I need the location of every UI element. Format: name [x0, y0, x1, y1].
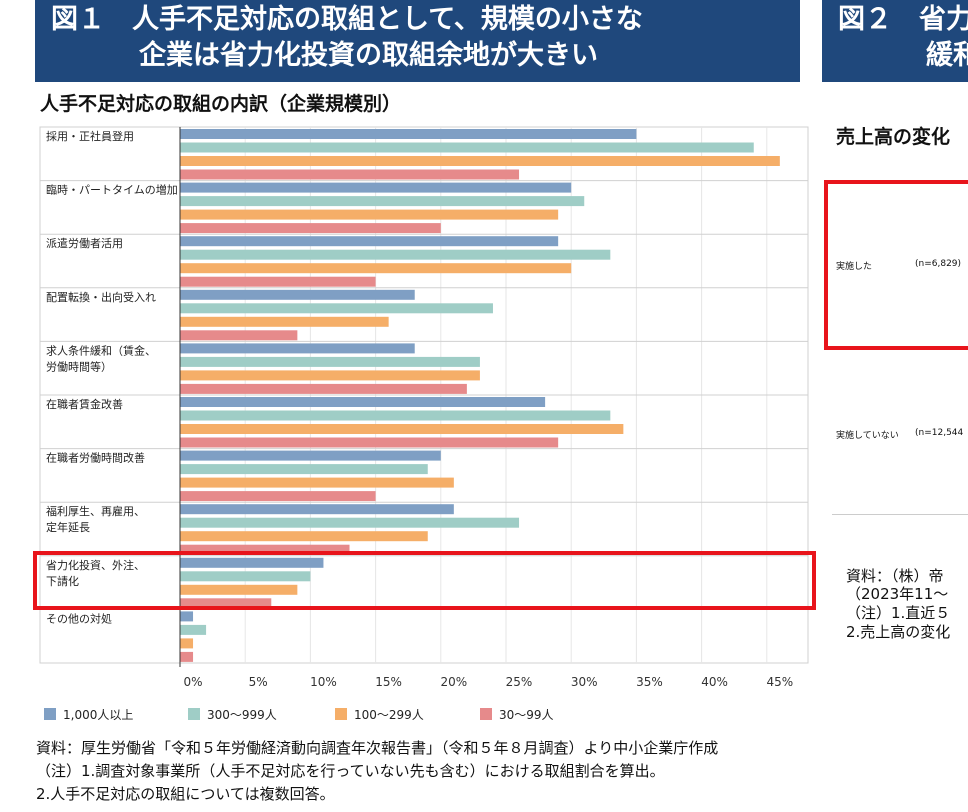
fig2-axis-line [832, 514, 968, 515]
category-label: 在職者賃金改善 [46, 397, 123, 411]
highlight-box [33, 551, 816, 610]
fig1-title-line1: 図１ 人手不足対応の取組として、規模の小さな [51, 4, 643, 35]
category-label: その他の対処 [46, 611, 112, 625]
x-tick-label: 25% [506, 675, 533, 689]
bar-2 [180, 209, 559, 220]
legend-swatch [44, 708, 56, 720]
bar-0 [180, 557, 324, 568]
category-label: 臨時・パートタイムの増加 [46, 184, 178, 197]
fig1-title-line2: 企業は省力化投資の取組余地が大きい [139, 40, 598, 71]
fig1-note-1: （注）1.調査対象事業所（人手不足対応を行っていない先も含む）における取組割合を… [36, 762, 665, 780]
bar-3 [180, 223, 441, 234]
x-tick-label: 20% [440, 675, 467, 689]
legend-label: 1,000人以上 [63, 708, 133, 722]
fig1-header: 図１ 人手不足対応の取組として、規模の小さな 企業は省力化投資の取組余地が大きい [35, 0, 800, 82]
x-tick-label: 0% [183, 675, 202, 689]
legend-label: 30〜99人 [499, 708, 554, 722]
bar-0 [180, 289, 415, 300]
fig2-header: 図２ 省力 緩和 [822, 0, 968, 82]
bar-3 [180, 491, 376, 502]
fig2-note: （注）1.直近５ [846, 604, 951, 622]
bar-2 [180, 531, 428, 542]
bar-1 [180, 356, 480, 367]
category-label: 定年延長 [46, 520, 90, 534]
bar-2 [180, 156, 780, 166]
fig2-row-n: (n=6,829) [915, 259, 962, 269]
fig2-note: 資料：（株）帝 [846, 567, 944, 585]
bar-3 [180, 276, 376, 287]
bar-0 [180, 129, 637, 139]
bar-0 [180, 236, 559, 247]
bar-2 [180, 477, 454, 488]
x-tick-label: 10% [310, 675, 337, 689]
legend-swatch [335, 708, 347, 720]
bar-2 [180, 638, 194, 649]
bar-1 [180, 410, 611, 421]
bar-1 [180, 196, 585, 207]
bar-0 [180, 343, 415, 354]
fig2-title-line1: 図２ 省力 [838, 4, 968, 35]
category-label: 労働時間等） [46, 359, 112, 373]
fig2-row-n: (n=12,544 [915, 428, 964, 438]
bar-3 [180, 598, 272, 609]
bar-1 [180, 142, 754, 153]
x-tick-label: 35% [636, 675, 663, 689]
bar-1 [180, 517, 520, 528]
x-tick-label: 30% [571, 675, 598, 689]
fig2-note: （2023年11〜 [846, 585, 949, 603]
bar-1 [180, 624, 207, 635]
x-tick-label: 15% [375, 675, 402, 689]
fig2-row-label: 実施した [836, 262, 873, 272]
bar-3 [180, 169, 520, 180]
bar-2 [180, 584, 298, 595]
legend-swatch [188, 708, 200, 720]
fig2-highlight-box [824, 180, 968, 350]
fig2-note: 2.売上高の変化 [846, 623, 951, 641]
category-label: 派遣労働者活用 [46, 236, 123, 250]
bar-1 [180, 249, 611, 260]
bar-3 [180, 651, 194, 662]
fig1-subtitle: 人手不足対応の取組の内訳（企業規模別） [40, 93, 402, 115]
bar-3 [180, 383, 467, 394]
legend-swatch [480, 708, 492, 720]
bar-2 [180, 424, 624, 434]
bar-0 [180, 397, 546, 407]
bar-1 [180, 464, 428, 475]
bar-2 [180, 370, 480, 381]
category-label: 在職者労働時間改善 [46, 451, 145, 465]
bar-2 [180, 263, 572, 274]
fig1-note-2: 2.人手不足対応の取組については複数回答。 [36, 785, 335, 803]
fig2-row-label: 実施していない [836, 431, 899, 441]
category-label: 求人条件緩和（賃金、 [46, 343, 156, 357]
x-tick-label: 40% [701, 675, 728, 689]
bar-0 [180, 504, 454, 515]
bar-1 [180, 303, 493, 314]
fig2-subtitle: 売上高の変化 [836, 126, 951, 148]
bar-3 [180, 437, 559, 448]
bar-2 [180, 316, 389, 327]
legend-label: 100〜299人 [354, 708, 424, 722]
x-tick-label: 5% [249, 675, 268, 689]
bar-1 [180, 571, 311, 582]
bar-0 [180, 450, 441, 461]
category-label: 配置転換・出向受入れ [46, 290, 156, 304]
bar-0 [180, 611, 194, 622]
category-label: 福利厚生、再雇用、 [46, 504, 145, 518]
bar-3 [180, 544, 350, 555]
bar-0 [180, 182, 572, 193]
bar-3 [180, 330, 298, 341]
x-tick-label: 45% [766, 675, 793, 689]
category-label: 下請化 [46, 574, 79, 588]
fig2-title-line2: 緩和 [926, 40, 968, 71]
fig1-note-source: 資料：厚生労働省「令和５年労働経済動向調査年次報告書」（令和５年８月調査）より中… [36, 739, 719, 757]
legend-label: 300〜999人 [207, 708, 277, 722]
category-label: 採用・正社員登用 [46, 129, 134, 143]
category-label: 省力化投資、外注、 [46, 558, 145, 572]
